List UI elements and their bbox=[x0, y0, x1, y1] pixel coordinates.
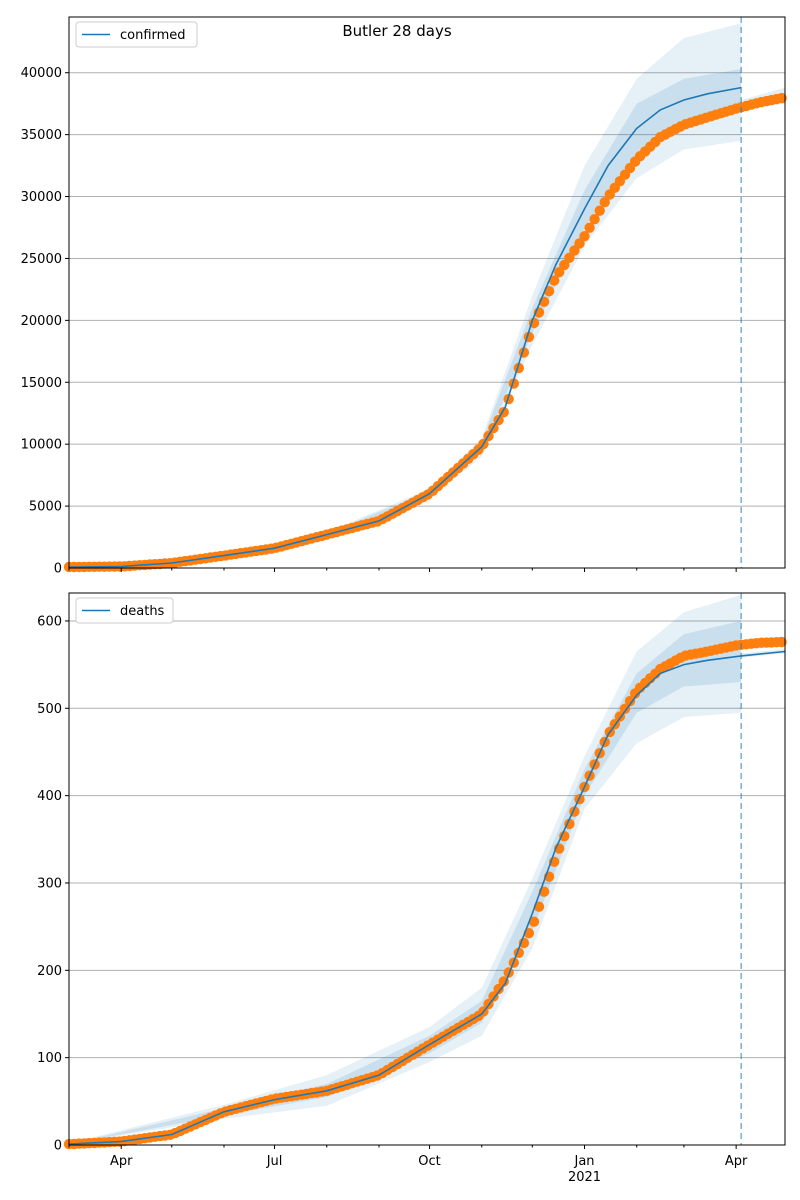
observed-series bbox=[63, 92, 787, 573]
uncertainty-band bbox=[69, 69, 742, 567]
observed-point bbox=[594, 205, 605, 216]
uncertainty-band bbox=[69, 620, 742, 1145]
observed-point bbox=[776, 92, 787, 104]
observed-point bbox=[624, 695, 636, 707]
observed-point bbox=[554, 267, 565, 278]
confirmed-panel: 0 5000 10000 15000 20000 25000 30000 35000 40000… bbox=[21, 16, 787, 577]
observed-point bbox=[584, 222, 595, 233]
legend-label: deaths bbox=[120, 604, 165, 619]
y-tick-label: 30000 bbox=[21, 190, 62, 205]
x-tick-label: Apr bbox=[110, 1154, 133, 1169]
observed-point bbox=[488, 991, 499, 1002]
y-tick-label: 15000 bbox=[21, 376, 62, 391]
x-tick-label: Jul bbox=[266, 1154, 283, 1169]
axes-frame bbox=[68, 16, 786, 569]
observed-point bbox=[559, 831, 570, 842]
y-tick-label: 10000 bbox=[21, 438, 62, 453]
y-tick-label: 0 bbox=[54, 562, 62, 577]
legend: confirmed bbox=[75, 21, 198, 48]
legend-label: confirmed bbox=[120, 28, 186, 43]
observed-point bbox=[503, 393, 514, 405]
legend-box bbox=[75, 597, 174, 624]
observed-point bbox=[776, 636, 787, 648]
y-tick-label: 0 bbox=[54, 1139, 62, 1154]
y-tick-label: 5000 bbox=[29, 500, 62, 515]
observed-point bbox=[493, 983, 504, 995]
figure-title: Butler 28 days bbox=[342, 22, 451, 40]
legend: deaths bbox=[75, 597, 174, 624]
x-ticks bbox=[68, 568, 737, 572]
model-line bbox=[68, 86, 742, 568]
y-tick-label: 20000 bbox=[21, 314, 62, 329]
y-tick-label: 35000 bbox=[21, 128, 62, 143]
observed-point bbox=[619, 703, 631, 714]
y-tick-label: 40000 bbox=[21, 66, 62, 81]
y-tick-label: 300 bbox=[37, 876, 62, 891]
observed-point bbox=[599, 197, 610, 208]
deaths-panel: 0 100 200 300 400 500 600 deaths bbox=[37, 592, 787, 1154]
x-tick-label: Jan bbox=[573, 1154, 594, 1169]
observed-point bbox=[569, 245, 580, 256]
x-tick-year-label: 2021 bbox=[568, 1170, 601, 1185]
legend-box bbox=[75, 21, 198, 48]
observed-point bbox=[528, 916, 540, 927]
x-ticks bbox=[68, 1145, 737, 1149]
observed-point bbox=[589, 214, 600, 225]
x-tick-label: Oct bbox=[418, 1154, 440, 1169]
model-line bbox=[68, 650, 786, 1145]
y-tick-label: 100 bbox=[37, 1051, 62, 1066]
y-tick-label: 25000 bbox=[21, 252, 62, 267]
y-tick-label: 200 bbox=[37, 964, 62, 979]
uncertainty-band bbox=[69, 594, 742, 1145]
observed-point bbox=[579, 231, 590, 242]
axes-frame bbox=[68, 592, 786, 1146]
y-tick-label: 500 bbox=[37, 702, 62, 717]
observed-point bbox=[549, 275, 560, 286]
observed-point bbox=[559, 259, 570, 271]
x-tick-label: Apr bbox=[725, 1154, 748, 1169]
y-tick-label: 600 bbox=[37, 614, 62, 629]
y-tick-label: 400 bbox=[37, 789, 62, 804]
uncertainty-band bbox=[69, 23, 742, 567]
